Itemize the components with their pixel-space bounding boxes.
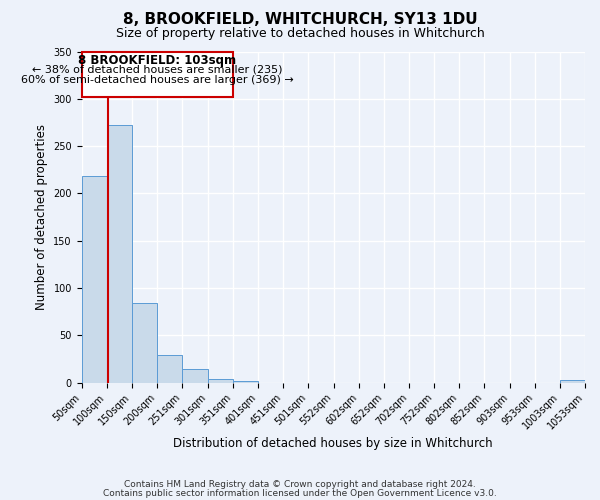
- Bar: [182, 370, 208, 382]
- Bar: [82, 176, 107, 382]
- Bar: [208, 379, 233, 382]
- Bar: [132, 303, 157, 382]
- Text: Size of property relative to detached houses in Whitchurch: Size of property relative to detached ho…: [116, 28, 484, 40]
- Text: Contains public sector information licensed under the Open Government Licence v3: Contains public sector information licen…: [103, 488, 497, 498]
- Bar: [233, 380, 258, 382]
- Bar: [560, 380, 585, 382]
- Text: 60% of semi-detached houses are larger (369) →: 60% of semi-detached houses are larger (…: [21, 75, 293, 85]
- Text: ← 38% of detached houses are smaller (235): ← 38% of detached houses are smaller (23…: [32, 64, 283, 74]
- Y-axis label: Number of detached properties: Number of detached properties: [35, 124, 47, 310]
- Text: 8, BROOKFIELD, WHITCHURCH, SY13 1DU: 8, BROOKFIELD, WHITCHURCH, SY13 1DU: [122, 12, 478, 28]
- Text: Contains HM Land Registry data © Crown copyright and database right 2024.: Contains HM Land Registry data © Crown c…: [124, 480, 476, 489]
- Bar: [82, 52, 233, 97]
- Text: 8 BROOKFIELD: 103sqm: 8 BROOKFIELD: 103sqm: [78, 54, 236, 68]
- X-axis label: Distribution of detached houses by size in Whitchurch: Distribution of detached houses by size …: [173, 437, 493, 450]
- Bar: [107, 126, 132, 382]
- Bar: [157, 355, 182, 382]
